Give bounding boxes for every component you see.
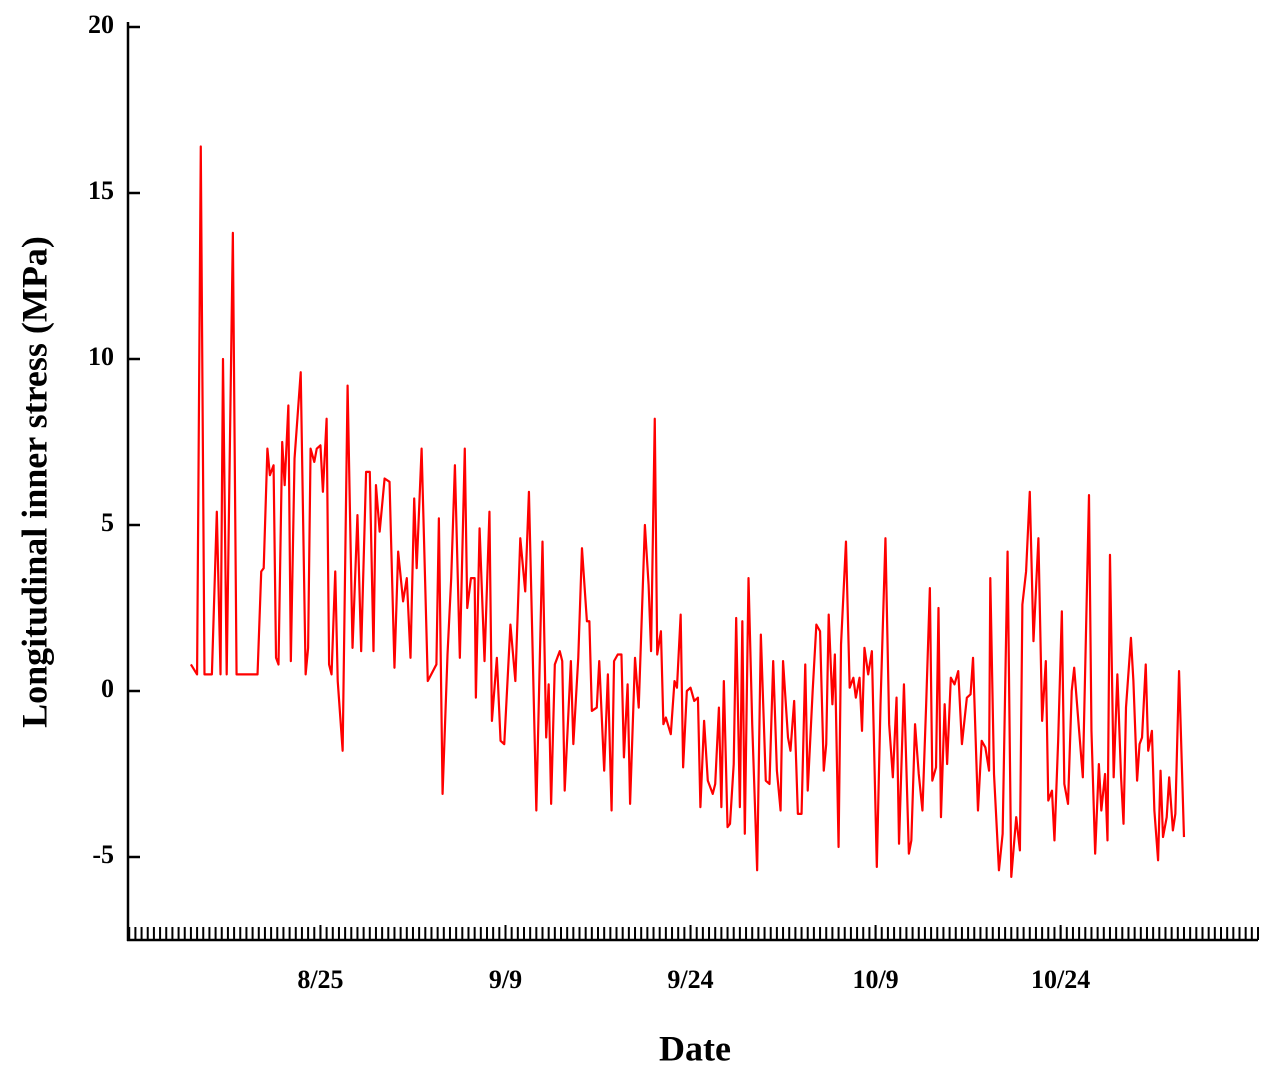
y-tick-label: 15	[88, 176, 114, 205]
y-tick-label: 0	[101, 674, 114, 703]
x-tick-label: 10/24	[1031, 965, 1090, 994]
y-tick-label: -5	[92, 840, 114, 869]
y-tick-label: 10	[88, 342, 114, 371]
y-tick-label: 20	[88, 10, 114, 39]
x-tick-label: 9/9	[489, 965, 522, 994]
y-tick-label: 5	[101, 508, 114, 537]
x-axis-title: Date	[659, 1028, 731, 1068]
x-tick-label: 9/24	[667, 965, 713, 994]
x-tick-label: 8/25	[297, 965, 343, 994]
x-tick-label: 10/9	[852, 965, 898, 994]
data-line	[189, 145, 1186, 879]
y-axis-title: Longitudinal inner stress (MPa)	[14, 236, 54, 728]
